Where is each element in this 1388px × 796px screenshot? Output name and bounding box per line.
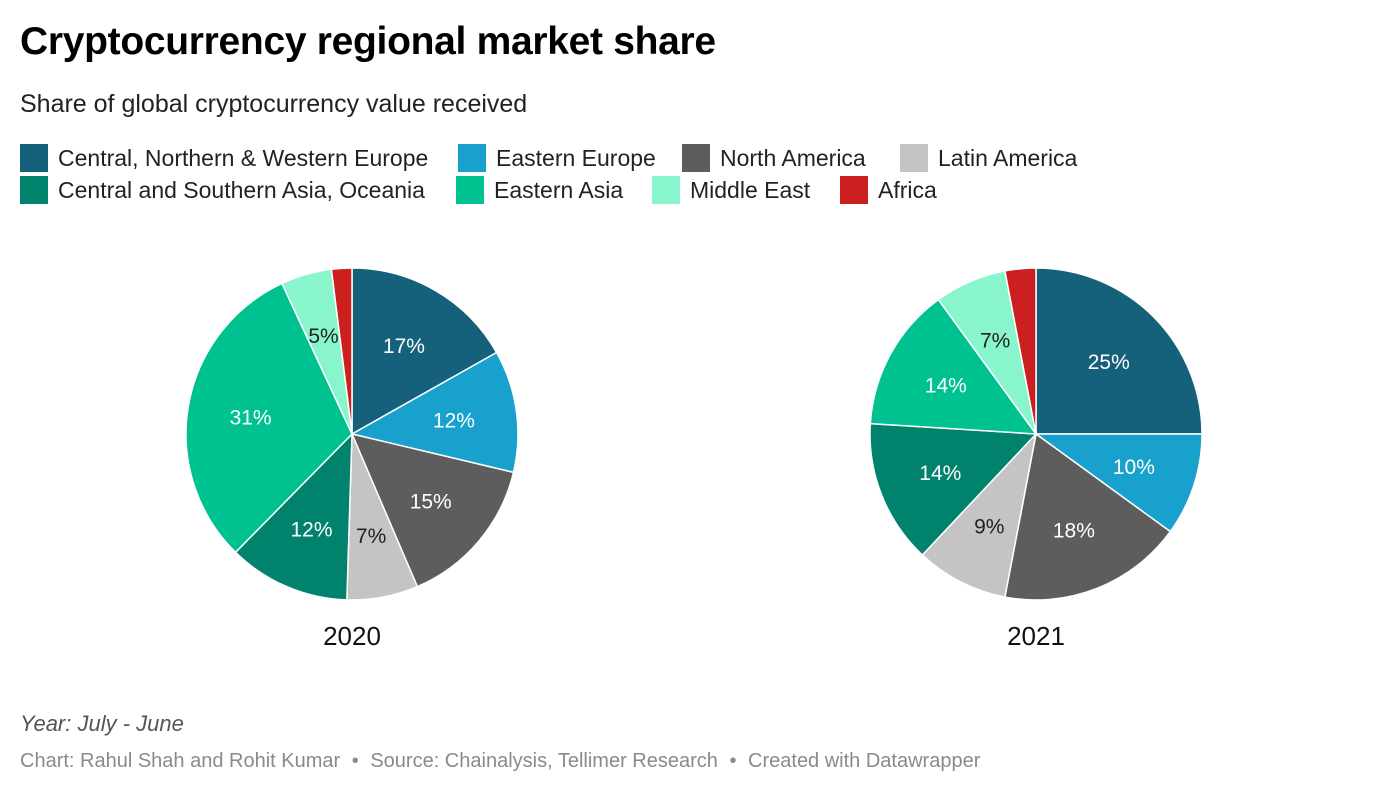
data-label: 14% [925,374,967,397]
legend-label: Eastern Asia [494,176,624,203]
legend-swatch [900,144,928,172]
legend-label: Africa [878,176,937,203]
pie-slice [869,422,1038,557]
legend-swatch [456,176,484,204]
data-label: 5% [308,325,338,348]
legend-label: Middle East [690,176,811,203]
legend-swatch [458,144,486,172]
pie-slice [1033,433,1203,533]
legend-label: Central, Northern & Western Europe [58,144,429,171]
legend-item-eastern-asia: Eastern Asia [456,175,623,205]
legend-swatch [20,176,48,204]
pie-slice [330,267,353,435]
pie-2021: 25% 10% 18% 9% 14% 14% 7% 2021 [869,267,1203,651]
data-label: 14% [919,462,961,485]
pie-charts: 17% 12% 15% 7% 12% 31% 5% 2020 25% 10% 18% 9% 14% 14%… [185,267,1203,651]
legend-label: Central and Southern Asia, Oceania [58,176,425,203]
legend-item-north-america: North America [682,143,866,173]
legend-row-2: Central and Southern Asia, Oceania Easte… [20,175,1320,207]
pie-slice [869,298,1038,435]
pie-slice [349,351,519,474]
legend-item-africa: Africa [840,175,937,205]
source-credit: Source: Chainalysis, Tellimer Research [370,750,718,772]
chart-subtitle: Share of global cryptocurrency value rec… [20,90,528,118]
pie-year-label: 2021 [1007,621,1065,651]
pie-slice [1004,432,1172,601]
legend-row-1: Central, Northern & Western Europe Easte… [20,143,1320,175]
footer: Chart: Rahul Shah and Rohit Kumar • Sour… [20,750,980,773]
footer-separator: • [729,750,737,772]
data-label: 12% [290,519,332,542]
data-label: 7% [356,525,386,548]
legend-label: Latin America [938,144,1078,171]
chart-credit: Chart: Rahul Shah and Rohit Kumar [20,750,341,772]
data-label: 9% [974,516,1004,539]
data-label: 31% [230,406,272,429]
legend-label: Eastern Europe [496,144,656,171]
legend-swatch [840,176,868,204]
tool-credit: Created with Datawrapper [748,750,981,772]
pie-slice [351,267,498,436]
legend-label: North America [720,144,866,171]
legend-swatch [682,144,710,172]
data-label: 7% [980,330,1010,353]
legend-swatch [20,144,48,172]
legend-swatch [652,176,680,204]
pie-year-label: 2020 [323,621,381,651]
data-label: 12% [433,410,475,433]
legend-item-cnw-europe: Central, Northern & Western Europe [20,143,428,173]
footer-separator: • [351,750,359,772]
data-label: 17% [383,335,425,358]
pie-slice [1035,267,1203,435]
pie-slice [350,432,515,588]
pie-2020: 17% 12% 15% 7% 12% 31% 5% 2020 [185,267,519,651]
pie-slice [1004,267,1037,435]
year-note: Year: July - June [20,711,184,736]
legend-item-latin-america: Latin America [900,143,1077,173]
data-label: 15% [410,490,452,513]
data-label: 10% [1113,456,1155,479]
data-label: 18% [1053,520,1095,543]
pie-slice [234,432,353,601]
legend-item-eastern-europe: Eastern Europe [458,143,656,173]
legend: Central, Northern & Western Europe Easte… [20,143,1320,207]
legend-item-middle-east: Middle East [652,175,810,205]
pie-slice [921,431,1038,598]
legend-item-cs-asia-oceania: Central and Southern Asia, Oceania [20,175,425,205]
chart-title: Cryptocurrency regional market share [20,20,716,63]
data-label: 25% [1088,351,1130,374]
pie-slice [185,282,353,554]
